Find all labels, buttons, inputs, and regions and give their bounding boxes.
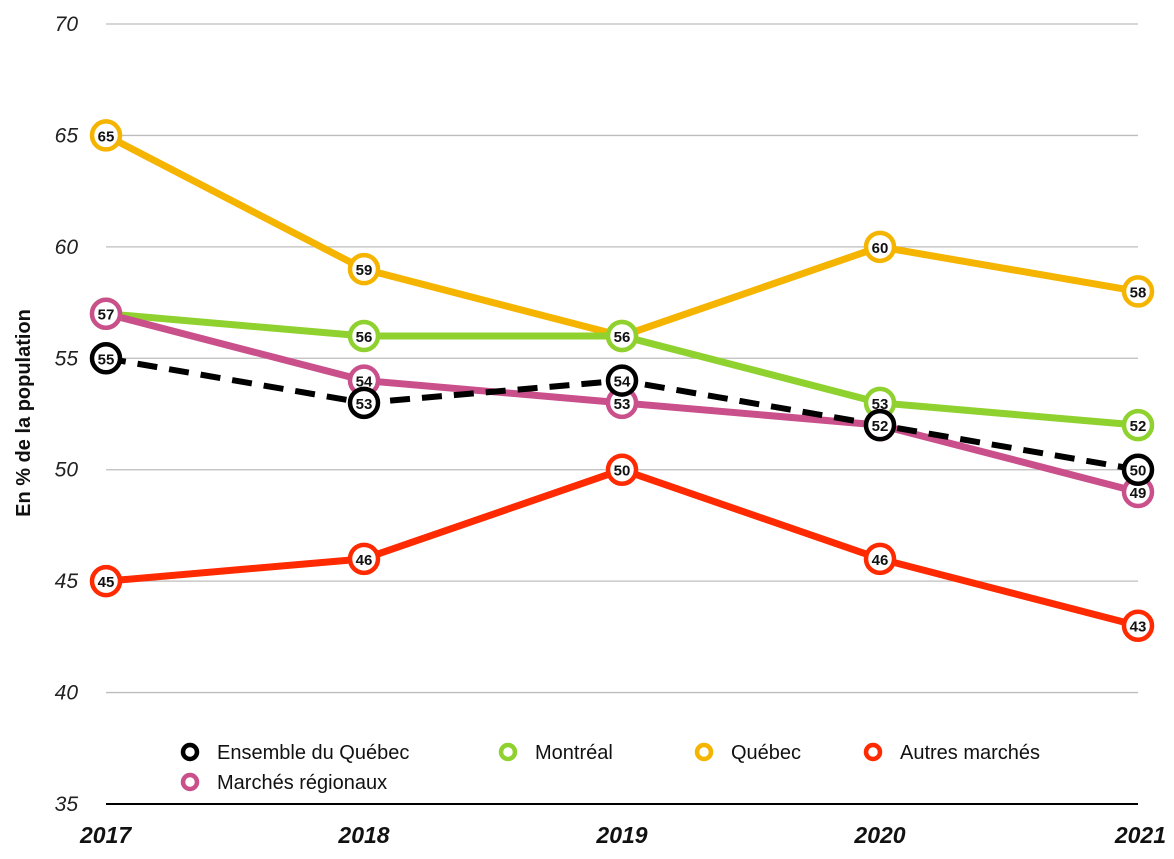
legend-marker: [180, 742, 200, 762]
data-point: [605, 364, 639, 397]
data-label: 60: [872, 240, 889, 257]
y-tick-label: 55: [55, 347, 79, 370]
data-point: [89, 297, 123, 330]
data-point: [863, 408, 897, 442]
data-label: 58: [1130, 284, 1147, 301]
data-label: 53: [872, 396, 889, 413]
legend-marker: [863, 742, 883, 762]
x-tick-label: 2019: [595, 822, 647, 848]
series-points: 6559566058575656535257545352494546504643…: [89, 119, 1155, 642]
data-label: 53: [356, 396, 373, 413]
legend-entry: Ensemble du Québec: [217, 742, 409, 764]
data-label: 54: [356, 374, 373, 391]
data-label: 46: [872, 552, 889, 569]
data-label: 50: [614, 463, 631, 480]
legend-entry: Québec: [731, 742, 801, 764]
data-label: 52: [872, 418, 889, 435]
legend-marker: [180, 772, 200, 792]
legend-marker: [498, 742, 518, 762]
data-label: 56: [614, 329, 631, 346]
legend-entry: Montréal: [535, 742, 613, 764]
x-tick-labels: 2017 2018 2019 2020 2021: [79, 822, 1166, 848]
data-label: 59: [356, 262, 373, 279]
data-point: [863, 230, 897, 264]
data-label: 55: [98, 351, 115, 368]
data-label: 43: [1130, 619, 1147, 636]
data-point: [89, 342, 123, 375]
data-label: 65: [98, 128, 115, 145]
data-label: 45: [98, 574, 115, 591]
y-tick-label: 60: [55, 236, 79, 259]
data-point: [347, 252, 381, 286]
y-tick-label: 70: [55, 13, 79, 36]
x-tick-label: 2020: [853, 822, 905, 848]
data-point: [863, 542, 897, 576]
data-label: 46: [356, 552, 373, 569]
series-line: [105, 466, 1139, 630]
data-point: [1121, 453, 1155, 486]
data-point: [347, 542, 381, 576]
data-point: [347, 386, 381, 420]
data-point: [89, 119, 123, 152]
data-point: [347, 319, 381, 353]
y-axis-label: En % de la population: [13, 309, 35, 517]
data-point: [89, 564, 123, 598]
data-point: [1121, 609, 1155, 642]
data-label: 52: [1130, 418, 1147, 435]
data-label: 57: [98, 307, 115, 324]
data-label: 49: [1130, 485, 1147, 502]
data-point: [1121, 275, 1155, 308]
legend-entry: Marchés régionaux: [217, 772, 387, 794]
data-point: [1121, 408, 1155, 442]
y-tick-label: 40: [55, 682, 79, 705]
y-tick-label: 35: [55, 793, 79, 816]
data-label: 53: [614, 396, 631, 413]
y-tick-label: 45: [55, 570, 79, 593]
legend: Ensemble du Québec Montréal Québec Autres m…: [180, 742, 1040, 794]
data-label: 56: [356, 329, 373, 346]
data-label: 54: [614, 374, 631, 391]
y-tick-label: 50: [55, 459, 79, 482]
data-point: [605, 319, 639, 353]
y-tick-label: 65: [55, 124, 79, 147]
data-label: 50: [1130, 463, 1147, 480]
y-tick-labels: 35 40 45 50 55 60 65 70: [55, 13, 79, 816]
data-point: [605, 453, 639, 486]
x-tick-label: 2018: [337, 822, 389, 848]
legend-marker: [694, 742, 714, 762]
series-line: [104, 132, 1139, 340]
x-tick-label: 2017: [79, 822, 132, 848]
x-tick-label: 2021: [1114, 822, 1166, 848]
legend-entry: Autres marchés: [900, 742, 1040, 764]
